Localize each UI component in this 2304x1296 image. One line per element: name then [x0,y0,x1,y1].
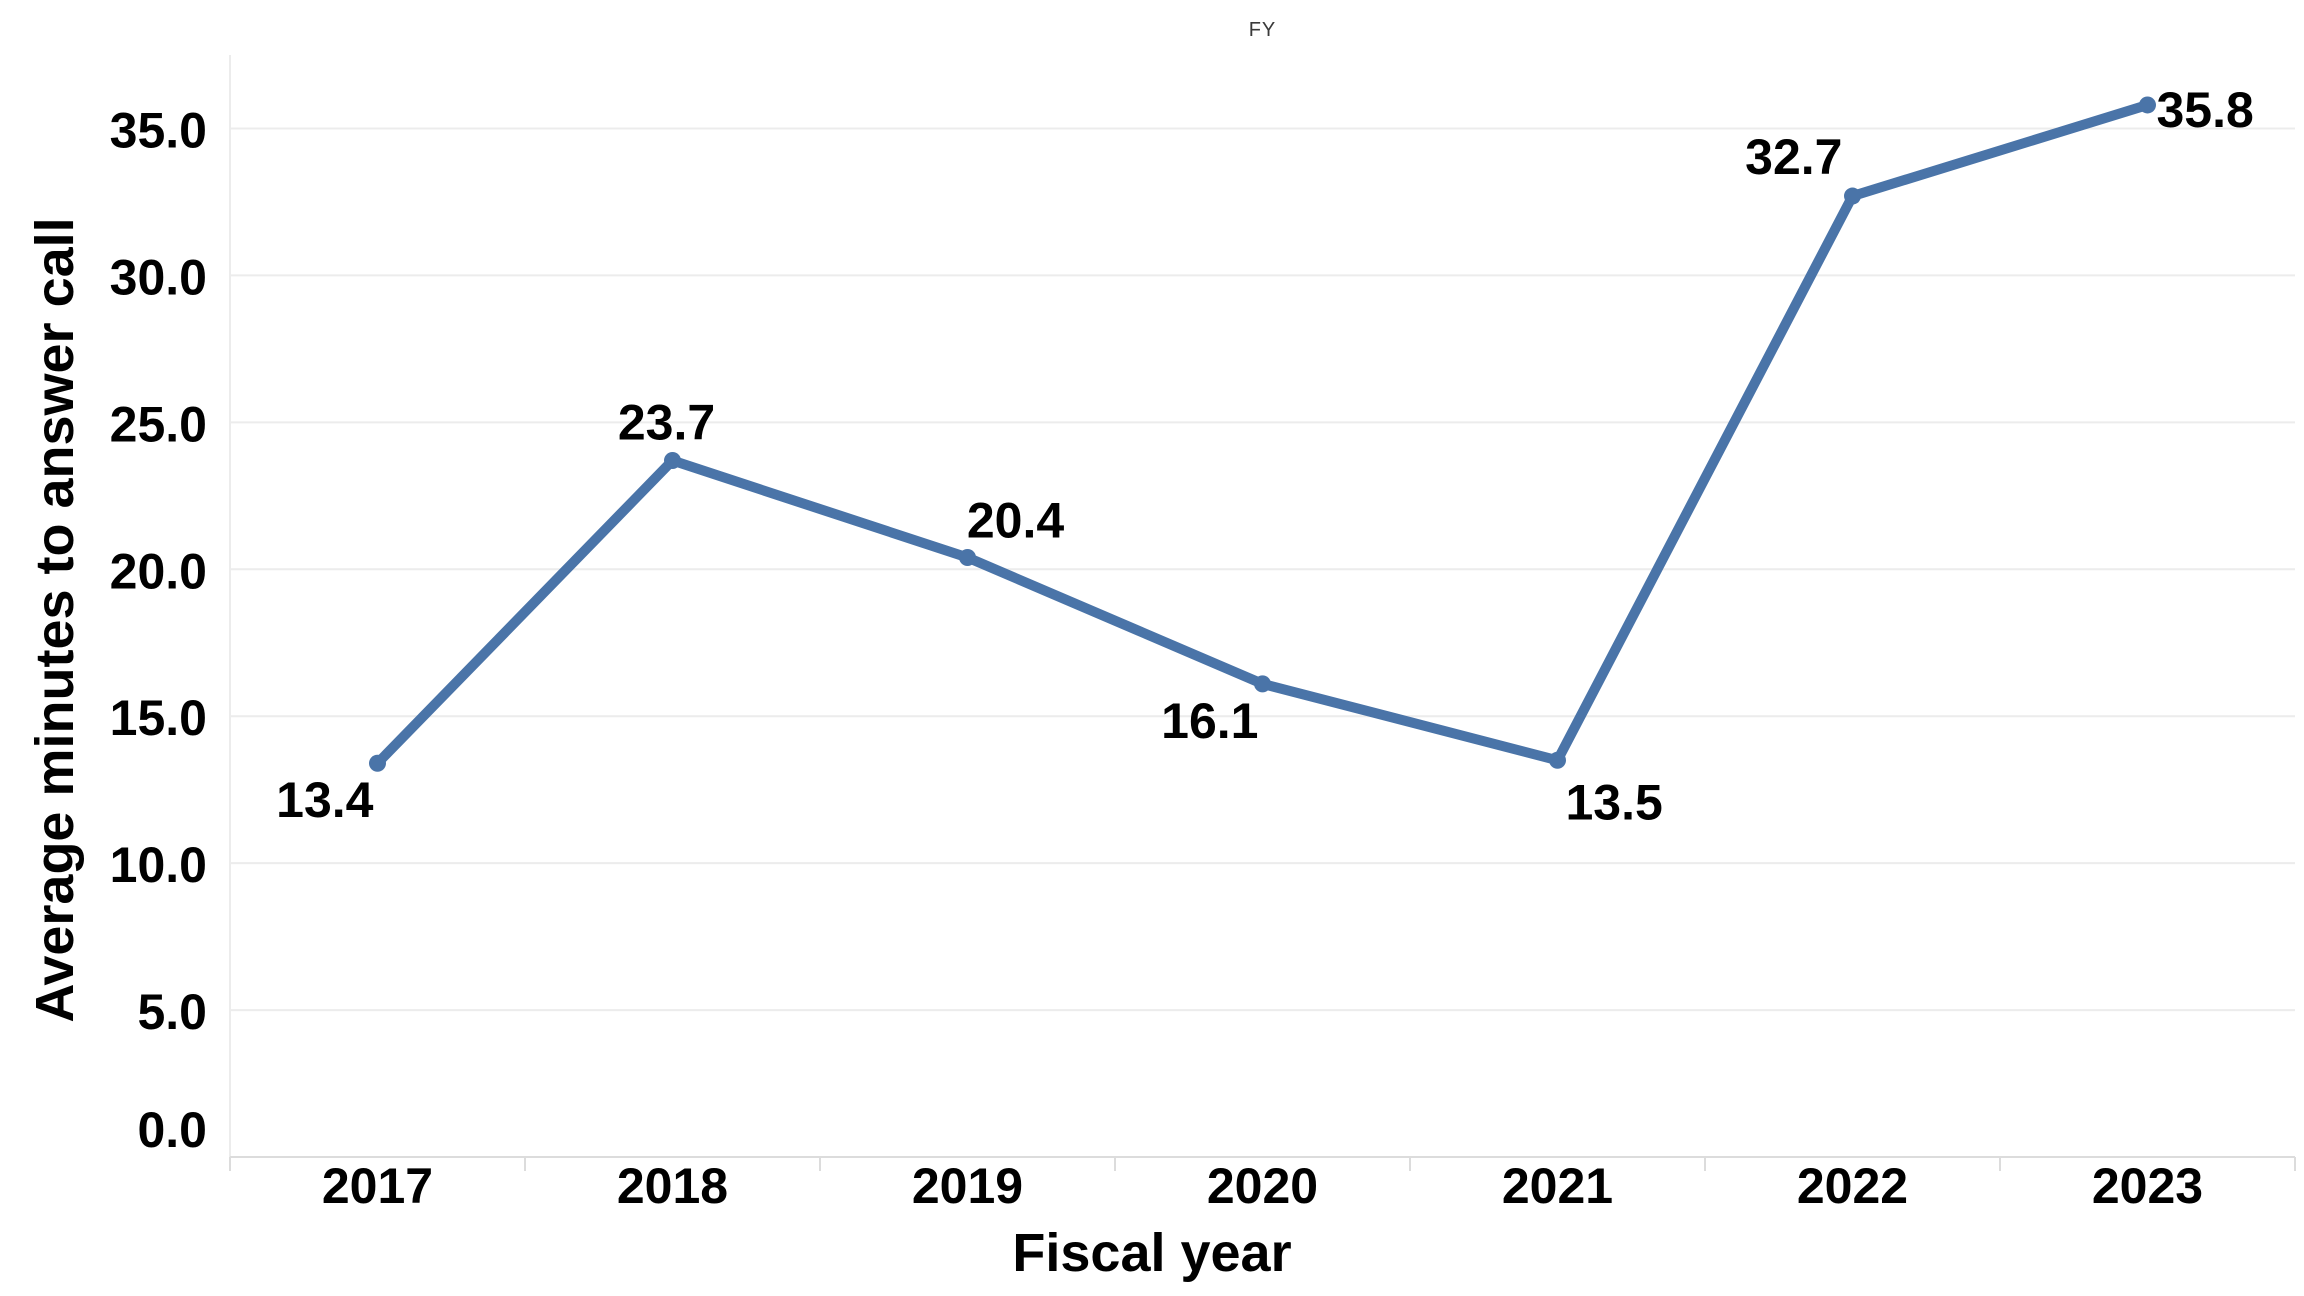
y-tick-label: 20.0 [110,543,207,599]
data-point-label: 20.4 [967,493,1065,549]
x-tick-label: 2022 [1797,1158,1908,1214]
y-tick-label: 30.0 [110,249,207,305]
y-tick-label: 0.0 [137,1102,207,1158]
data-point-marker [369,754,386,772]
data-point-marker [1549,751,1566,769]
x-tick-label: 2017 [322,1158,433,1214]
x-tick-label: 2020 [1207,1158,1318,1214]
y-tick-label: 35.0 [110,102,207,158]
data-point-marker [1844,187,1861,205]
y-tick-label: 10.0 [110,837,207,893]
x-tick-label: 2023 [2092,1158,2203,1214]
x-tick-label: 2021 [1502,1158,1613,1214]
data-point-label: 35.8 [2157,82,2254,138]
y-tick-label: 5.0 [137,984,207,1040]
x-axis-title: Fiscal year [1012,1223,1292,1283]
data-point-label: 16.1 [1161,693,1258,749]
data-point-label: 32.7 [1745,129,1842,185]
data-point-marker [959,549,976,567]
data-point-label: 13.5 [1566,774,1663,830]
x-tick-label: 2019 [912,1158,1023,1214]
y-axis-title: Average minutes to answer call [25,217,85,1023]
y-tick-label: 25.0 [110,396,207,452]
data-point-marker [1254,675,1271,693]
data-point-marker [664,452,681,470]
data-point-label: 23.7 [618,395,715,451]
y-tick-label: 15.0 [110,690,207,746]
data-point-marker [2139,96,2156,114]
data-point-label: 13.4 [276,772,374,828]
x-tick-label: 2018 [617,1158,728,1214]
chart-title: FY [1248,19,1277,41]
